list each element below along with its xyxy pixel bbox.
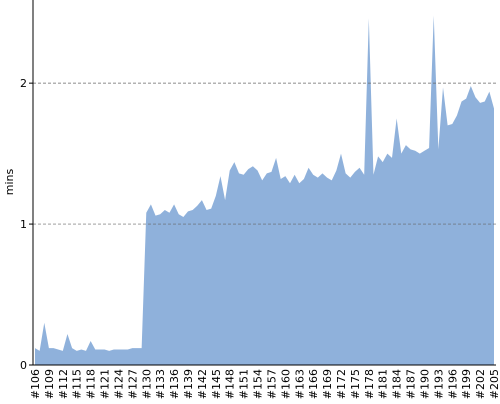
x-tick-label: #178: [363, 369, 376, 399]
x-tick-label: #142: [196, 369, 209, 399]
y-tick-label: 1: [20, 218, 27, 231]
x-tick-label: #106: [29, 369, 42, 399]
x-tick-label: #193: [432, 369, 445, 399]
x-tick-label: #199: [460, 369, 473, 399]
x-tick-label: #115: [71, 369, 84, 399]
x-tick-label: #121: [99, 369, 112, 399]
x-tick-label: #127: [126, 369, 139, 399]
x-tick-label: #109: [43, 369, 56, 399]
x-tick-label: #175: [349, 369, 362, 399]
x-tick-label: #196: [446, 369, 459, 399]
x-tick-label: #133: [154, 369, 167, 399]
x-tick-label: #154: [252, 369, 265, 399]
x-tick-label: #205: [488, 369, 500, 399]
y-axis-label: mins: [3, 168, 16, 195]
area: [35, 15, 494, 366]
x-tick-label: #136: [168, 369, 181, 399]
x-tick-label: #163: [293, 369, 306, 399]
x-tick-label: #202: [474, 369, 487, 399]
x-tick-label: #187: [405, 369, 418, 399]
x-tick-label: #190: [418, 369, 431, 399]
x-tick-label: #130: [140, 369, 153, 399]
x-tick-label: #112: [57, 369, 70, 399]
x-tick-label: #157: [265, 369, 278, 399]
x-tick-label: #172: [335, 369, 348, 399]
x-tick-label: #139: [182, 369, 195, 399]
x-tick-label: #148: [224, 369, 237, 399]
x-tick-label: #181: [377, 369, 390, 399]
x-tick-label: #145: [210, 369, 223, 399]
y-tick-label: 0: [20, 359, 27, 372]
x-tick-label: #160: [279, 369, 292, 399]
x-tick-label: #151: [238, 369, 251, 399]
y-tick-label: 2: [20, 77, 27, 90]
x-tick-label: #184: [391, 369, 404, 399]
x-tick-label: #124: [112, 369, 125, 399]
x-tick-label: #169: [321, 369, 334, 399]
x-tick-label: #166: [307, 369, 320, 399]
x-tick-label: #118: [85, 369, 98, 399]
